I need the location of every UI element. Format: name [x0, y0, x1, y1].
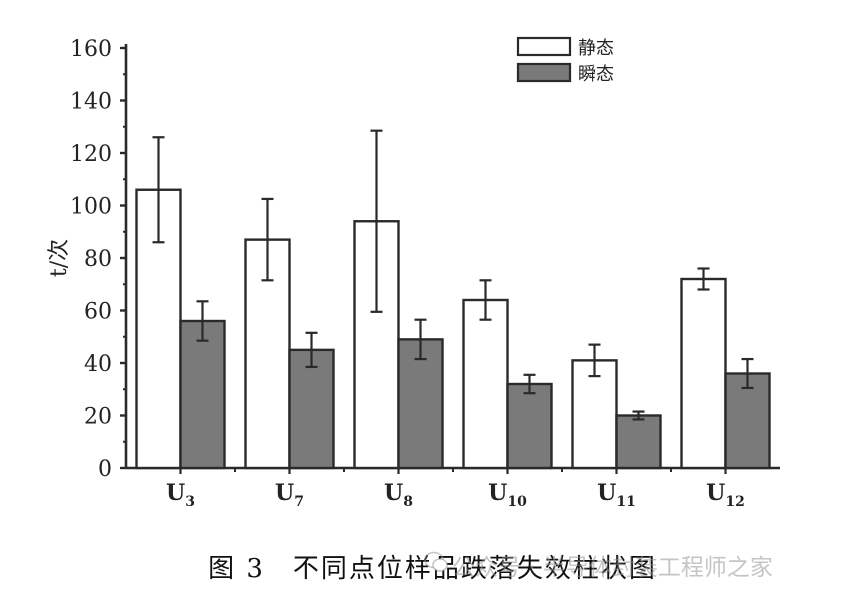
wechat-icon — [424, 551, 448, 572]
y-tick-label: 80 — [84, 247, 112, 272]
y-tick-label: 120 — [70, 142, 112, 167]
bar-static — [680, 277, 727, 470]
x-tick-label: U3 — [166, 480, 195, 510]
y-tick-label: 40 — [84, 352, 112, 377]
x-tick-label: U8 — [384, 480, 413, 510]
y-tick-label: 0 — [98, 457, 112, 482]
chart-bars — [135, 129, 771, 470]
bar-static — [135, 188, 182, 470]
legend-swatch-static — [516, 36, 572, 57]
x-tick-label: U11 — [597, 480, 636, 510]
chart-axes: 0 20 40 60 80 100 120 140 160 t/次 U3 U7 U8 U10 U11 U12 — [47, 37, 780, 510]
x-tick-label: U12 — [706, 480, 745, 510]
figure-caption: 图 3 不同点位样品跌落失效柱状图 — [208, 554, 657, 584]
y-tick-label: 60 — [84, 300, 112, 325]
legend-label-transient: 瞬态 — [578, 64, 614, 85]
y-tick-label: 20 — [84, 405, 112, 430]
y-tick-label: 140 — [70, 90, 112, 115]
y-axis-label: t/次 — [47, 239, 72, 277]
bar-static — [571, 359, 618, 470]
y-tick-label: 160 — [70, 37, 112, 62]
x-tick-label: U7 — [275, 480, 304, 510]
legend-swatch-transient — [516, 62, 572, 83]
legend-label-static: 静态 — [578, 38, 614, 59]
watermark-text: 公众号 · 半导体封装工程师之家 — [452, 555, 773, 581]
y-tick-label: 100 — [70, 195, 112, 220]
bar-transient — [179, 319, 226, 470]
x-tick-label: U10 — [488, 480, 527, 510]
bar-transient — [615, 414, 662, 470]
bar-static — [462, 298, 509, 470]
bar-transient — [506, 382, 553, 470]
